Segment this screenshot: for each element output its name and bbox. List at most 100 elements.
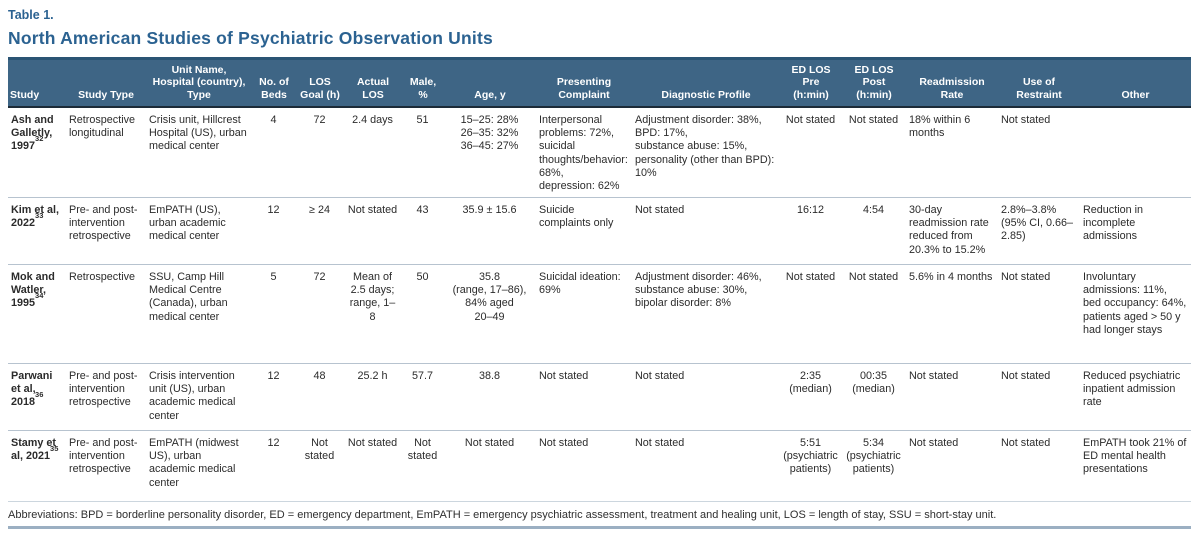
cell-age: 38.8 [444,363,536,431]
cell-use-of-restraint: 2.8%–3.8% (95% CI, 0.66–2.85) [998,197,1080,265]
cell-diagnostic-profile: Adjustment disorder: 46%, substance abus… [632,264,780,364]
column-header-actual-los: Actual LOS [344,56,402,108]
cell-ed-los-post: Not stated [842,264,906,364]
cell-use-of-restraint: Not stated [998,430,1080,503]
study-citation: Stamy et al, 2021 [11,437,57,463]
cell-ed-los-pre: Not stated [785,114,836,126]
abbreviations-footnote: Abbreviations: BPD = borderline personal… [8,509,997,522]
cell-ed-los-post: 4:54 [842,197,906,265]
cell-diagnostic-profile: Adjustment disorder: 38%, BPD: 17%, subs… [635,114,775,179]
column-header-ed-los-pre: ED LOS Pre (h:min) [780,56,842,108]
column-header-use-of-restraint: Use of Restraint [998,56,1080,108]
cell-use-of-restraint: Not stated [998,264,1080,364]
cell-study: Kim et al, 202233 [8,197,66,265]
column-header-male-pct: Male, % [402,56,444,108]
cell-ed-los-pre: 16:12 [780,197,842,265]
table-label: Table 1. [8,8,54,22]
cell-study: Stamy et al, 202135 [8,430,66,503]
cell-other [1080,107,1191,198]
cell-beds: 12 [252,363,296,431]
cell-male-pct: 43 [402,197,444,265]
cell-presenting-complaint: Not stated [536,430,632,503]
cell-male-pct: 51 [416,114,429,126]
cell-presenting-complaint: Not stated [536,363,632,431]
cell-actual-los: Not stated [344,197,402,265]
cell-presenting-complaint: Suicidal ideation: 69% [536,264,632,364]
cell-age: 35.8 (range, 17–86), 84% aged 20–49 [444,264,536,364]
column-header-age: Age, y [444,56,536,108]
cell-study: Ash and Galletly, 199732 [8,107,66,198]
column-header-diagnostic-profile: Diagnostic Profile [632,56,780,108]
cell-unit-name: Crisis intervention unit (US), urban aca… [146,363,252,431]
cell-unit-name: EmPATH (US), urban academic medical cent… [146,197,252,265]
page-title: North American Studies of Psychiatric Ob… [8,27,493,48]
cell-age: Not stated [444,430,536,503]
table-header: Study Study Type Unit Name, Hospital (co… [8,56,1191,108]
column-header-unit-name: Unit Name, Hospital (country), Type [146,56,252,108]
cell-age: 15–25: 28% 26–35: 32% 36–45: 27% [460,114,519,153]
reference-superscript: 35 [50,444,59,454]
table-body: Ash and Galletly, 199732 Retrospective l… [8,107,1191,503]
cell-other: Involuntary admissions: 11%, bed occupan… [1080,264,1191,364]
cell-study: Parwani et al, 201836 [8,363,66,431]
cell-beds: 12 [252,430,296,503]
column-header-study: Study [8,56,66,108]
cell-study: Mok and Watler, 199534 [8,264,66,364]
cell-male-pct: 57.7 [402,363,444,431]
cell-readmission-rate: 18% within 6 months [909,114,971,140]
study-citation: Parwani et al, 2018 [11,370,53,409]
column-header-other: Other [1080,56,1191,108]
cell-actual-los: 2.4 days [352,114,393,126]
column-header-presenting-complaint: Presenting Complaint [536,56,632,108]
cell-los-goal: 72 [296,264,344,364]
cell-study-type: Retrospective [66,264,146,364]
study-citation: Ash and Galletly, 1997 [11,114,54,153]
cell-los-goal: ≥ 24 [296,197,344,265]
cell-ed-los-post: 00:35 (median) [842,363,906,431]
cell-presenting-complaint: Suicide complaints only [536,197,632,265]
cell-readmission-rate: Not stated [906,430,998,503]
cell-unit-name: EmPATH (midwest US), urban academic medi… [146,430,252,503]
cell-los-goal: 48 [296,363,344,431]
cell-readmission-rate: 5.6% in 4 months [906,264,998,364]
reference-superscript: 32 [35,134,44,144]
column-header-study-type: Study Type [66,56,146,108]
table-row: Stamy et al, 202135 Pre- and post-interv… [8,430,1191,503]
cell-ed-los-pre: Not stated [780,264,842,364]
cell-diagnostic-profile: Not stated [632,430,780,503]
study-citation: Mok and Watler, 1995 [11,271,55,310]
studies-table: Study Study Type Unit Name, Hospital (co… [8,56,1191,503]
bottom-rule [8,526,1191,530]
cell-actual-los: Not stated [344,430,402,503]
cell-other: EmPATH took 21% of ED mental health pres… [1080,430,1191,503]
cell-age: 35.9 ± 15.6 [444,197,536,265]
cell-study-type: Pre- and post-intervention retrospective [66,197,146,265]
cell-beds: 12 [252,197,296,265]
table-row: Ash and Galletly, 199732 Retrospective l… [8,107,1191,198]
table-row: Parwani et al, 201836 Pre- and post-inte… [8,363,1191,431]
cell-other: Reduced psychiatric inpatient admission … [1080,363,1191,431]
cell-unit-name: SSU, Camp Hill Medical Centre (Canada), … [146,264,252,364]
study-citation: Kim et al, 2022 [11,204,60,230]
cell-study-type: Pre- and post-intervention retrospective [66,363,146,431]
cell-use-of-restraint: Not stated [998,363,1080,431]
cell-male-pct: Not stated [402,430,444,503]
cell-ed-los-pre: 5:51 (psychiatric patients) [780,430,842,503]
cell-male-pct: 50 [402,264,444,364]
header-row: Study Study Type Unit Name, Hospital (co… [8,56,1191,108]
cell-actual-los: Mean of 2.5 days; range, 1–8 [344,264,402,364]
cell-ed-los-post: 5:34 (psychiatric patients) [842,430,906,503]
cell-beds: 4 [270,114,277,126]
table-row: Kim et al, 202233 Pre- and post-interven… [8,197,1191,265]
cell-ed-los-pre: 2:35 (median) [780,363,842,431]
cell-readmission-rate: 30-day readmission rate reduced from 20.… [906,197,998,265]
cell-diagnostic-profile: Not stated [632,363,780,431]
cell-presenting-complaint: Interpersonal problems: 72%, suicidal th… [539,114,628,192]
column-header-readmission-rate: Readmission Rate [906,56,998,108]
reference-superscript: 33 [35,211,44,221]
table-row: Mok and Watler, 199534 Retrospective SSU… [8,264,1191,364]
cell-use-of-restraint: Not stated [1001,114,1051,126]
cell-readmission-rate: Not stated [906,363,998,431]
reference-superscript: 36 [35,390,44,400]
column-header-beds: No. of Beds [252,56,296,108]
